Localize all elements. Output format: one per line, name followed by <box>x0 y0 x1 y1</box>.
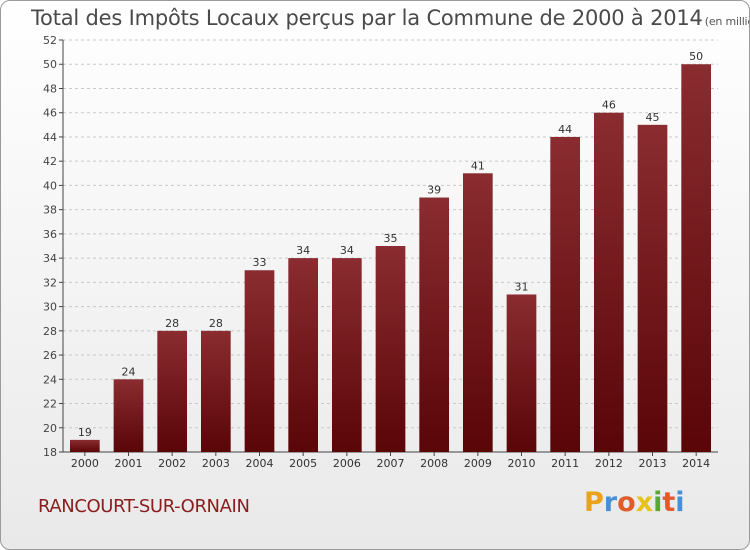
y-tick-label: 38 <box>43 204 57 217</box>
value-label-2013: 45 <box>646 111 660 124</box>
bar-2013 <box>637 124 668 452</box>
value-label-2008: 39 <box>427 184 441 197</box>
bar-2003 <box>200 330 231 452</box>
value-label-2000: 19 <box>78 426 92 439</box>
value-label-2010: 31 <box>515 280 529 293</box>
bar-2010 <box>506 294 537 452</box>
x-tick-label-2014: 2014 <box>682 457 710 470</box>
y-tick-label: 20 <box>43 422 57 435</box>
bar-2000 <box>69 439 100 452</box>
value-label-2003: 28 <box>209 317 223 330</box>
commune-name: RANCOURT-SUR-ORNAIN <box>38 496 250 517</box>
value-label-2011: 44 <box>558 123 572 136</box>
bar-2007 <box>375 246 406 452</box>
unit-note: (en milliers d'€) <box>704 15 749 28</box>
x-tick-label-2011: 2011 <box>551 457 579 470</box>
x-tick-label-2012: 2012 <box>595 457 623 470</box>
bar-2014 <box>681 64 712 452</box>
y-tick-label: 44 <box>43 131 57 144</box>
y-tick-label: 42 <box>43 155 57 168</box>
logo-letter: r <box>603 487 618 518</box>
x-tick-label-2007: 2007 <box>377 457 405 470</box>
y-tick-label: 48 <box>43 82 57 95</box>
x-tick-label-2005: 2005 <box>289 457 317 470</box>
label-layer: 19 2000 24 2001 28 2002 28 2003 33 2004 34 2005 34 20… <box>71 50 710 470</box>
y-tick-label: 18 <box>43 446 57 459</box>
logo-letter: o <box>617 487 636 518</box>
bar-2012 <box>593 112 624 453</box>
value-label-2006: 34 <box>340 244 354 257</box>
value-label-2009: 41 <box>471 159 485 172</box>
x-tick-label-2001: 2001 <box>115 457 143 470</box>
bar-2005 <box>288 258 319 452</box>
y-tick-label: 28 <box>43 325 57 338</box>
chart-title-text: Total des Impôts Locaux perçus par la Co… <box>31 6 703 30</box>
value-label-2004: 33 <box>253 256 267 269</box>
bar-2011 <box>550 136 581 453</box>
bar-2006 <box>331 258 362 452</box>
y-tick-label: 36 <box>43 228 57 241</box>
proxiti-logo: Proxiti <box>584 487 685 518</box>
logo-letter: P <box>584 487 604 518</box>
x-tick-label-2003: 2003 <box>202 457 230 470</box>
bar-2009 <box>462 173 493 452</box>
bar-2004 <box>244 270 275 452</box>
value-label-2014: 50 <box>689 50 703 63</box>
x-tick-label-2008: 2008 <box>420 457 448 470</box>
chart-title: Total des Impôts Locaux perçus par la Co… <box>31 6 749 30</box>
y-tick-label: 52 <box>43 34 57 47</box>
y-tick-label: 50 <box>43 58 57 71</box>
x-tick-label-2006: 2006 <box>333 457 361 470</box>
y-tick-label: 30 <box>43 301 57 314</box>
logo-letter: x <box>635 487 654 518</box>
y-tick-label: 32 <box>43 276 57 289</box>
logo-letter: i <box>653 487 663 518</box>
value-label-2007: 35 <box>384 232 398 245</box>
bar-2001 <box>113 379 144 452</box>
bar-2008 <box>419 197 450 452</box>
logo-letter: i <box>675 487 685 518</box>
y-tick-label: 24 <box>43 373 57 386</box>
x-tick-label-2009: 2009 <box>464 457 492 470</box>
value-label-2002: 28 <box>165 317 179 330</box>
bar-2002 <box>157 330 188 452</box>
x-tick-label-2002: 2002 <box>158 457 186 470</box>
x-tick-label-2010: 2010 <box>508 457 536 470</box>
value-label-2005: 34 <box>296 244 310 257</box>
y-tick-label: 40 <box>43 179 57 192</box>
x-tick-label-2013: 2013 <box>639 457 667 470</box>
y-tick-label: 46 <box>43 107 57 120</box>
x-tick-label-2004: 2004 <box>246 457 274 470</box>
bar-layer <box>69 64 712 453</box>
y-tick-label: 34 <box>43 252 57 265</box>
y-tick-label: 22 <box>43 398 57 411</box>
logo-letter: t <box>662 487 676 518</box>
y-tick-label: 26 <box>43 349 57 362</box>
x-tick-label-2000: 2000 <box>71 457 99 470</box>
value-label-2001: 24 <box>122 365 136 378</box>
value-label-2012: 46 <box>602 99 616 112</box>
